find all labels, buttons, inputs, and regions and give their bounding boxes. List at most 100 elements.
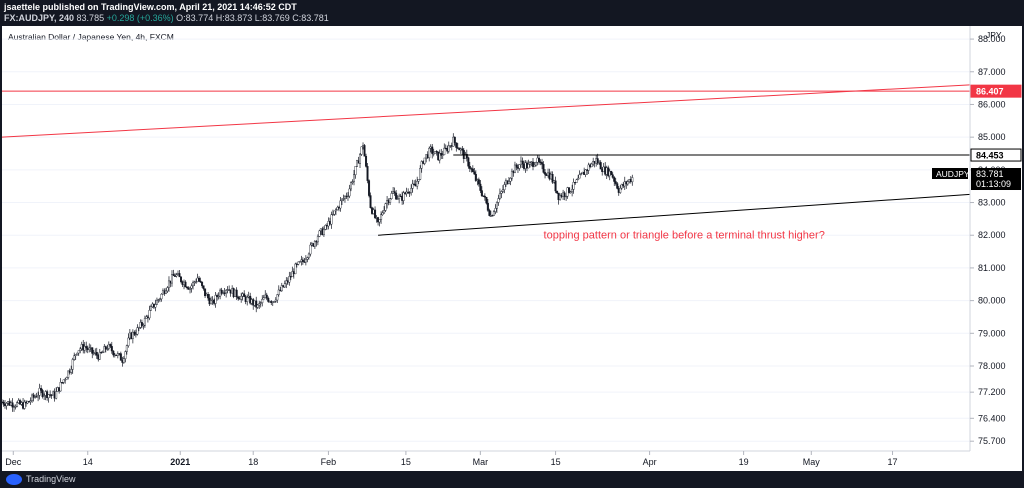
candle-body [590, 163, 593, 168]
candle-body [157, 299, 160, 301]
candle-body [510, 170, 513, 179]
price-label-badge [970, 84, 1022, 98]
candle-body [491, 215, 494, 217]
candle-body [131, 331, 134, 339]
candle-body [64, 379, 67, 381]
candle-body [243, 293, 246, 297]
candle-body [74, 354, 77, 356]
candle-body [38, 388, 41, 396]
candle-body [134, 333, 137, 336]
candle-body [587, 164, 590, 171]
candle-body [572, 182, 575, 190]
candle-body [67, 370, 70, 378]
candle-body [175, 274, 178, 277]
candle-body [199, 280, 202, 283]
ohlc-values: O:83.774 H:83.873 L:83.769 C:83.781 [176, 13, 329, 23]
price-axis[interactable]: 88.00087.00086.00085.00084.00083.00082.0… [969, 26, 1006, 451]
candle-body [274, 299, 277, 302]
candle-body [133, 331, 136, 335]
candle-body [2, 401, 5, 405]
price-tick-label: 76.400 [978, 413, 1006, 423]
candle-body [164, 290, 167, 294]
candle-body [453, 136, 456, 143]
candle-body [137, 327, 140, 329]
candle-body [471, 168, 474, 172]
candle-body [62, 379, 65, 383]
candle-body [518, 164, 521, 169]
candle-body [551, 173, 554, 183]
candle-body [346, 195, 349, 198]
candle-body [488, 210, 491, 216]
price-label-badge [970, 148, 1022, 162]
candle-body [288, 276, 291, 283]
candle-body [297, 261, 300, 265]
candle-body [383, 210, 386, 214]
candle-body [59, 382, 62, 392]
candle-body [390, 193, 393, 199]
candle-body [365, 156, 368, 167]
candle-body [276, 294, 279, 301]
candle-body [313, 241, 316, 247]
symbol-badge [932, 168, 968, 180]
currency-box [982, 28, 1004, 42]
candle-body [626, 181, 629, 185]
candle-body [507, 181, 510, 184]
candle-body [535, 162, 538, 166]
candle-body [259, 302, 262, 304]
candle-body [420, 161, 423, 169]
chart-area[interactable]: Australian Dollar / Japanese Yen, 4h, FX… [0, 26, 1022, 471]
candle-body [402, 192, 405, 201]
candle-body [503, 184, 506, 190]
candle-body [91, 347, 94, 354]
candle-body [95, 351, 98, 356]
price-tick-label: 88.000 [978, 34, 1006, 44]
candle-body [92, 352, 95, 355]
upper-resistance-line [1, 84, 971, 138]
candle-body [410, 188, 413, 193]
candle-body [521, 160, 524, 165]
candle-body [106, 348, 109, 350]
candle-body [76, 352, 79, 355]
candle-body [158, 298, 161, 300]
candle-body [580, 173, 583, 175]
annotation-text: topping pattern or triangle before a ter… [544, 230, 825, 242]
candle-body [136, 327, 139, 335]
candle-body [324, 225, 327, 230]
candle-body [124, 351, 127, 359]
candle-body [374, 209, 377, 218]
candle-body [467, 157, 470, 167]
candle-body [434, 151, 437, 154]
candle-body [440, 153, 443, 156]
candle-body [277, 289, 280, 295]
price-chart[interactable]: Australian Dollar / Japanese Yen, 4h, FX… [0, 26, 1022, 471]
candle-body [85, 346, 88, 349]
candle-body [143, 318, 146, 326]
time-axis[interactable]: Dec 14 2021 18 Feb 15 Mar 15 Apr 19 May 17 [2, 450, 970, 467]
candles [0, 133, 634, 412]
candle-body [210, 300, 213, 305]
candle-body [483, 195, 486, 198]
candle-body [37, 395, 40, 398]
candle-body [492, 211, 495, 216]
candle-body [273, 301, 276, 303]
candle-body [533, 164, 536, 167]
candle-body [61, 382, 64, 384]
candle-body [342, 198, 345, 200]
candle-body [88, 347, 91, 350]
candle-body [140, 322, 143, 326]
candle-body [438, 153, 441, 161]
candle-body [149, 306, 152, 311]
candle-body [23, 401, 26, 409]
candle-body [240, 295, 243, 300]
candle-body [360, 146, 363, 155]
candle-body [198, 277, 201, 282]
candle-body [441, 154, 444, 156]
candle-body [532, 161, 535, 167]
candle-body [41, 390, 44, 397]
price-label-text: 86.407 [976, 87, 1004, 97]
candle-body [204, 288, 207, 297]
publisher-line: jsaettele published on TradingView.com, … [4, 2, 297, 12]
candle-body [223, 292, 226, 294]
candle-body [614, 181, 617, 184]
candle-body [154, 304, 157, 308]
